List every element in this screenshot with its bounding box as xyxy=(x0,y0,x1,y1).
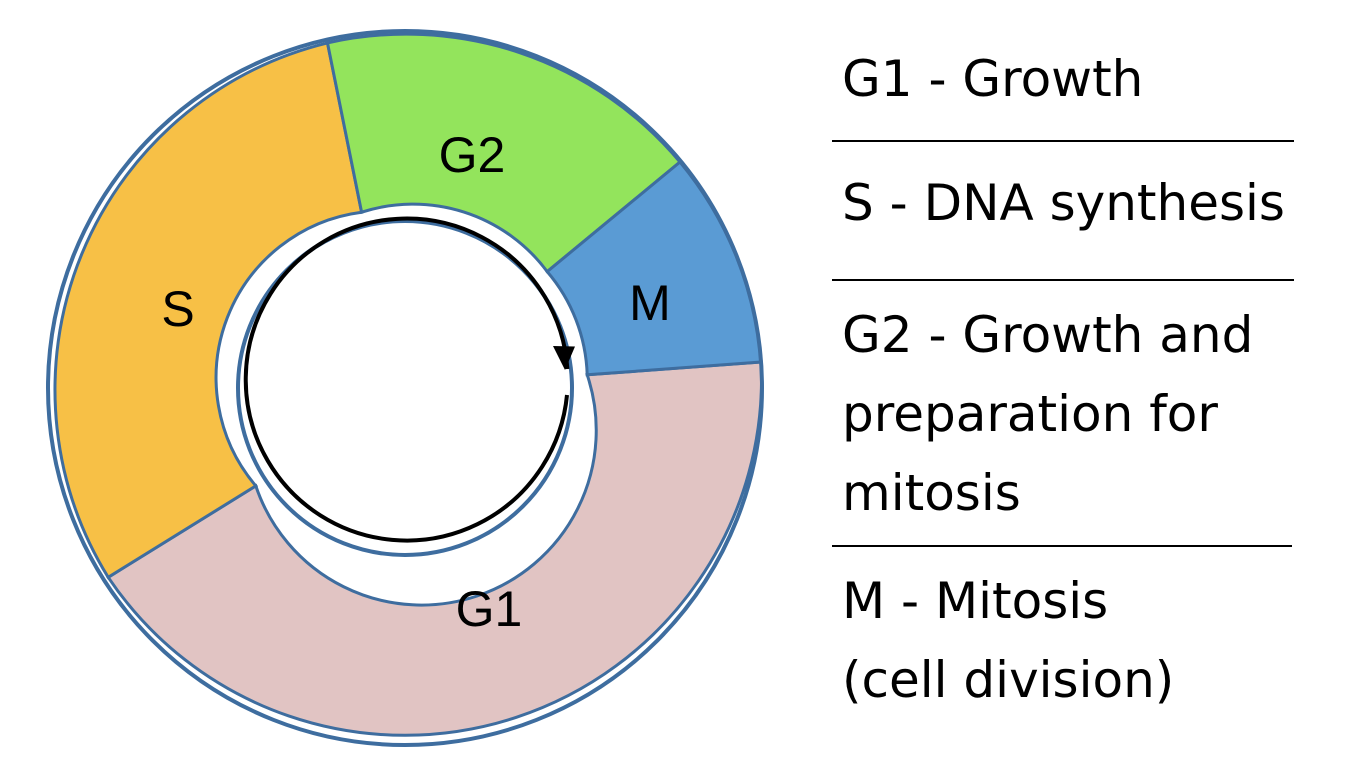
cell-cycle-diagram: G2 S M G1 xyxy=(46,29,764,747)
phase-label-m: M xyxy=(629,275,671,331)
segment-s xyxy=(53,41,364,580)
legend-divider xyxy=(832,545,1292,547)
legend-divider xyxy=(832,140,1294,142)
phase-label-s: S xyxy=(161,281,194,337)
legend-line: (cell division) xyxy=(842,651,1175,709)
legend-divider xyxy=(832,279,1294,281)
outer-ring-outline xyxy=(46,29,764,747)
legend-line: preparation for xyxy=(842,385,1218,443)
legend-entry-g1: G1 - Growth xyxy=(842,40,1143,119)
legend-entry-s: S - DNA synthesis xyxy=(842,164,1285,243)
legend-entry-m: M - Mitosis (cell division) xyxy=(842,562,1174,720)
arrowhead-icon xyxy=(553,346,575,370)
phase-label-g1: G1 xyxy=(456,581,523,637)
legend-line: M - Mitosis xyxy=(842,572,1109,630)
cycle-arrow xyxy=(243,216,570,543)
segment-g1 xyxy=(106,360,764,737)
phase-legend: G1 - Growth S - DNA synthesis G2 - Growt… xyxy=(832,0,1294,768)
phase-label-g2: G2 xyxy=(439,127,506,183)
legend-entry-g2: G2 - Growth and preparation for mitosis xyxy=(842,296,1253,533)
legend-line: mitosis xyxy=(842,464,1021,522)
inner-ring-outline xyxy=(236,219,574,557)
legend-line: G1 - Growth xyxy=(842,50,1144,108)
legend-line: G2 - Growth and xyxy=(842,306,1254,364)
legend-line: S - DNA synthesis xyxy=(842,174,1285,232)
